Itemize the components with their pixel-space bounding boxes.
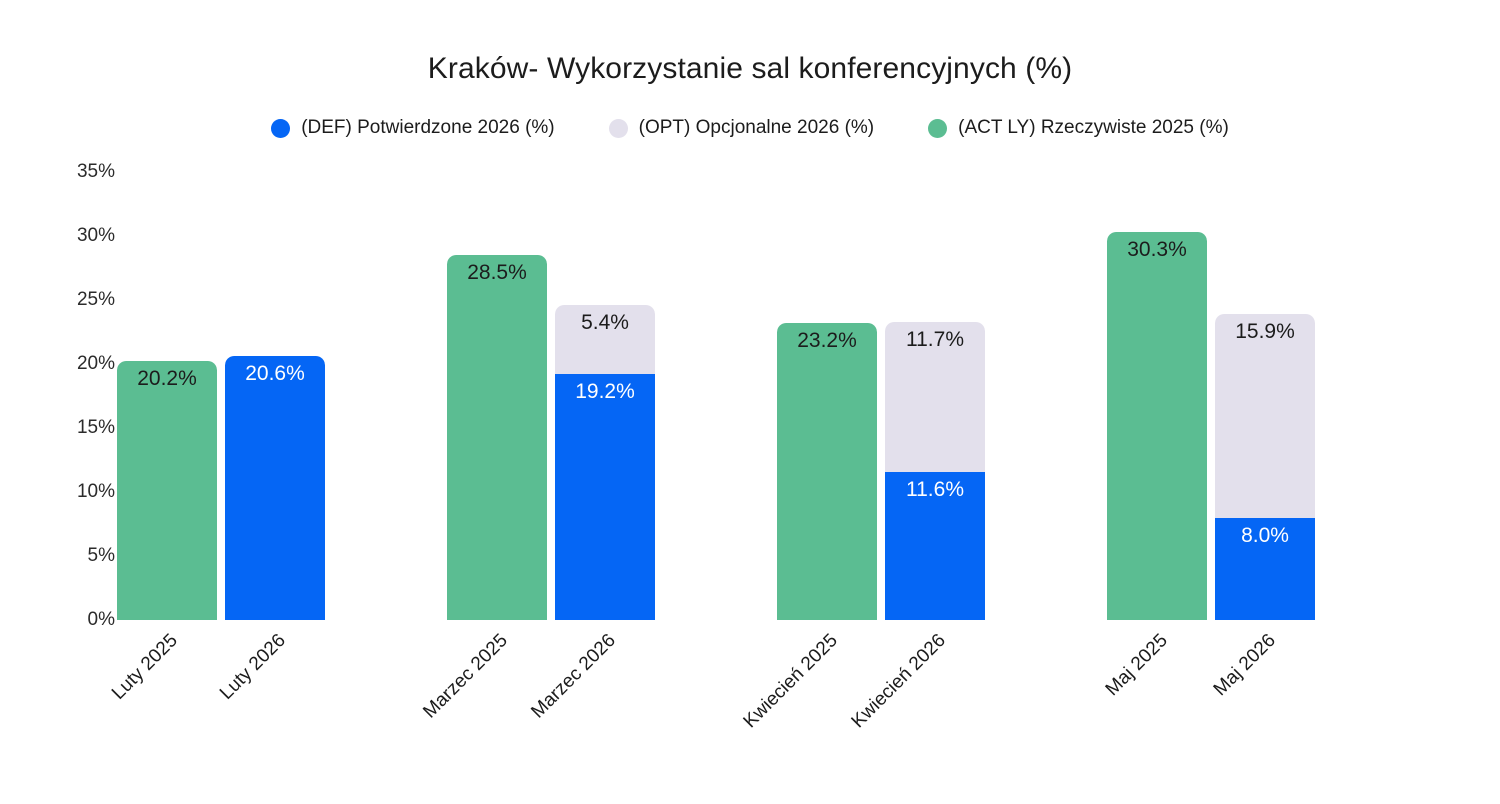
bar-current-year-stacked[interactable]: 15.9% 8.0% [1215,314,1315,620]
bar-value-label: 11.6% [906,477,964,501]
bar-segment-optional[interactable]: 5.4% [555,305,655,375]
legend-swatch-icon [928,118,948,138]
y-axis-tick-label: 30% [76,225,115,246]
bar-segment-confirmed[interactable]: 20.6% [225,356,325,620]
chart-title: Kraków- Wykorzystanie sal konferencyjnyc… [427,52,1073,85]
bar-segment-actual[interactable]: 30.3% [1107,232,1207,620]
bar-value-label: 30.3% [1127,238,1187,262]
bar-group: 23.2% 11.7% 11.6% [777,170,985,620]
y-axis-tick-label: 5% [87,545,115,566]
legend-item-label: (ACT LY) Rzeczywiste 2025 (%) [958,117,1229,138]
bar-actual-last-year[interactable]: 28.5% [447,255,547,620]
legend-item-0[interactable]: (DEF) Potwierdzone 2026 (%) [271,117,555,139]
bar-segment-confirmed[interactable]: 11.6% [885,471,985,620]
bar-segment-actual[interactable]: 28.5% [447,255,547,620]
bar-actual-last-year[interactable]: 23.2% [777,323,877,620]
y-axis-tick-label: 25% [76,289,115,310]
bar-value-label: 15.9% [1235,320,1295,344]
y-axis-tick-label: 15% [76,417,115,438]
legend-item-label: (DEF) Potwierdzone 2026 (%) [301,117,555,138]
bar-value-label: 5.4% [581,311,629,335]
bar-actual-last-year[interactable]: 20.2% [117,361,217,620]
bar-group: 30.3% 15.9% 8.0% [1107,170,1315,620]
bar-current-year-stacked[interactable]: 5.4% 19.2% [555,305,655,620]
bar-segment-confirmed[interactable]: 8.0% [1215,517,1315,620]
bar-value-label: 8.0% [1241,523,1289,547]
legend-item-label: (OPT) Opcjonalne 2026 (%) [638,117,875,138]
bar-value-label: 11.7% [906,327,964,351]
y-axis-tick-label: 35% [76,161,115,182]
legend-swatch-icon [608,118,628,138]
bar-segment-optional[interactable]: 11.7% [885,321,985,472]
bar-segment-actual[interactable]: 23.2% [777,323,877,620]
bar-value-label: 28.5% [467,261,527,285]
bar-group: 20.2% 20.6% [117,170,325,620]
legend-item-1[interactable]: (OPT) Opcjonalne 2026 (%) [608,117,875,139]
y-axis-tick-label: 10% [76,481,115,502]
bar-value-label: 20.6% [245,362,305,386]
bar-current-year-stacked[interactable]: 20.6% [225,356,325,620]
bar-actual-last-year[interactable]: 30.3% [1107,232,1207,620]
bar-group: 28.5% 5.4% 19.2% [447,170,655,620]
y-axis-tick-label: 20% [76,353,115,374]
y-axis-tick-label: 0% [87,609,115,630]
bar-value-label: 20.2% [137,367,197,391]
legend-item-2[interactable]: (ACT LY) Rzeczywiste 2025 (%) [928,117,1229,139]
bar-current-year-stacked[interactable]: 11.7% 11.6% [885,321,985,620]
bar-segment-optional[interactable]: 15.9% [1215,314,1315,518]
bar-segment-confirmed[interactable]: 19.2% [555,374,655,620]
bar-value-label: 23.2% [797,329,857,353]
bar-value-label: 19.2% [575,380,635,404]
chart-legend: (DEF) Potwierdzone 2026 (%) (OPT) Opcjona… [0,117,1500,139]
legend-swatch-icon [271,118,291,138]
bar-segment-actual[interactable]: 20.2% [117,361,217,620]
